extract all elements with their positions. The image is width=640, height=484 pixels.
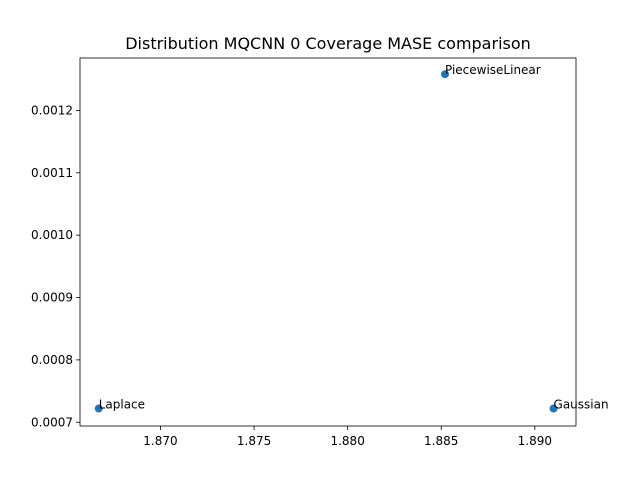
point-label: Laplace bbox=[99, 398, 145, 412]
y-tick-label: 0.0012 bbox=[31, 103, 73, 117]
point-label: Gaussian bbox=[554, 398, 609, 412]
x-tick-label: 1.890 bbox=[518, 434, 552, 448]
x-tick-label: 1.880 bbox=[330, 434, 364, 448]
y-tick-label: 0.0010 bbox=[31, 228, 73, 242]
y-tick-label: 0.0007 bbox=[31, 415, 73, 429]
x-tick-label: 1.870 bbox=[143, 434, 177, 448]
data-point bbox=[94, 404, 103, 413]
data-point bbox=[440, 70, 449, 79]
x-tick-label: 1.875 bbox=[237, 434, 271, 448]
axes-frame bbox=[79, 57, 577, 427]
y-tick-label: 0.0011 bbox=[31, 166, 73, 180]
data-point bbox=[549, 404, 558, 413]
y-tick-label: 0.0009 bbox=[31, 291, 73, 305]
y-tick-label: 0.0008 bbox=[31, 353, 73, 367]
point-label: PiecewiseLinear bbox=[445, 63, 541, 77]
plot-area: 1.870 1.875 1.880 1.885 1.890 0.0007 0.0008 0.0… bbox=[31, 57, 609, 448]
x-tick-label: 1.885 bbox=[424, 434, 458, 448]
chart-title: Distribution MQCNN 0 Coverage MASE compa… bbox=[125, 34, 531, 53]
